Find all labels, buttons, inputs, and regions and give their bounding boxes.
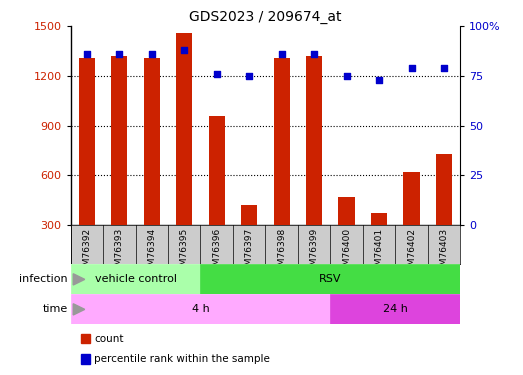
Bar (241, 205, 257, 225)
Point (83, 51, 91, 57)
Bar (79, 58, 95, 225)
Point (310, 51, 319, 57)
Title: GDS2023 / 209674_at: GDS2023 / 209674_at (189, 10, 342, 24)
Bar (306, 56, 322, 225)
Text: count: count (94, 334, 123, 344)
Text: GSM76395: GSM76395 (180, 228, 189, 278)
Text: GSM76398: GSM76398 (277, 228, 286, 278)
Point (245, 73, 253, 79)
Bar (176, 33, 192, 225)
Text: vehicle control: vehicle control (95, 274, 177, 284)
Point (180, 47, 188, 53)
Text: 24 h: 24 h (383, 304, 408, 314)
Text: RSV: RSV (319, 274, 342, 284)
Text: GSM76393: GSM76393 (115, 228, 124, 278)
Text: percentile rank within the sample: percentile rank within the sample (94, 354, 270, 364)
Text: GSM76400: GSM76400 (342, 228, 351, 277)
Point (375, 77, 383, 83)
Bar (71, 294, 331, 324)
Text: GSM76392: GSM76392 (82, 228, 92, 277)
Text: infection: infection (19, 274, 68, 284)
Point (343, 73, 351, 79)
Text: GSM76399: GSM76399 (310, 228, 319, 278)
Bar (371, 213, 387, 225)
Text: GSM76396: GSM76396 (212, 228, 221, 278)
Point (115, 51, 123, 57)
Bar (71, 264, 200, 294)
Bar (144, 58, 160, 225)
Point (440, 65, 448, 71)
Text: 4 h: 4 h (191, 304, 209, 314)
Bar (403, 172, 419, 225)
Bar (338, 197, 355, 225)
Bar (331, 294, 460, 324)
Bar (209, 116, 225, 225)
Text: GSM76401: GSM76401 (374, 228, 383, 277)
Text: GSM76397: GSM76397 (245, 228, 254, 278)
Bar (111, 56, 128, 225)
Bar (274, 58, 290, 225)
Text: time: time (43, 304, 68, 314)
Point (407, 65, 416, 71)
Text: GSM76394: GSM76394 (147, 228, 156, 277)
Point (212, 71, 221, 77)
Point (278, 51, 286, 57)
Bar (436, 154, 452, 225)
Point (147, 51, 156, 57)
Bar (200, 264, 460, 294)
Text: GSM76402: GSM76402 (407, 228, 416, 277)
Text: GSM76403: GSM76403 (439, 228, 449, 277)
